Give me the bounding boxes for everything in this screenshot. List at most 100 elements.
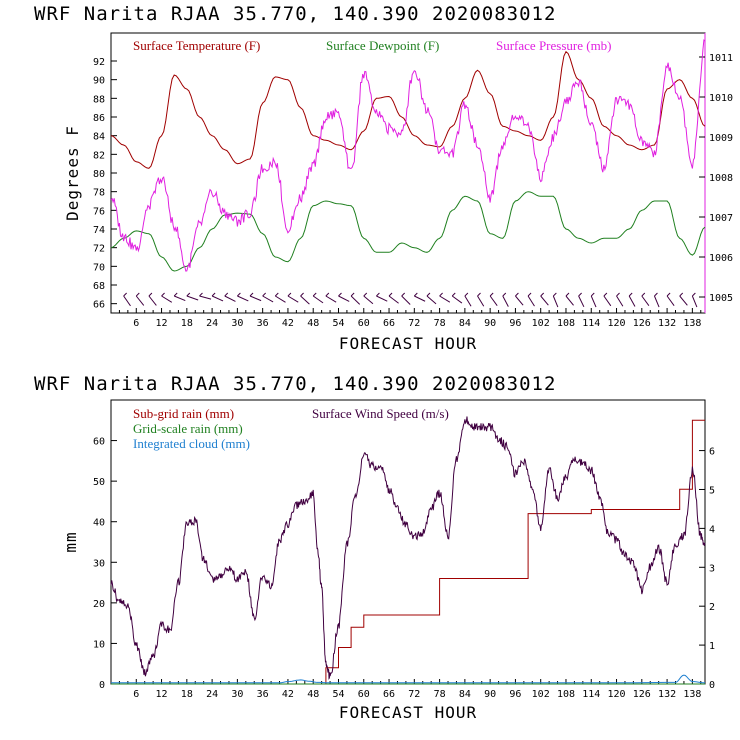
- wind-barb: [426, 295, 437, 305]
- top-series: [110, 39, 706, 272]
- wind-barb: [388, 295, 399, 304]
- series-line-surface-wind-speed-m-s: [110, 416, 706, 680]
- wind-barb: [123, 295, 131, 307]
- wind-barb-flag: [363, 292, 368, 297]
- wind-barb: [325, 295, 337, 303]
- y-tick-label: 70: [93, 262, 105, 273]
- x-tick-label: 90: [484, 689, 496, 700]
- x-tick-label: 42: [282, 318, 294, 329]
- wind-barb-flag: [325, 292, 330, 297]
- series-line-integrated-cloud-mm: [111, 674, 706, 684]
- x-tick-label: 132: [658, 689, 676, 700]
- wind-barb: [199, 295, 212, 300]
- wind-barb: [161, 295, 173, 303]
- y2-tick-label: 1008: [709, 173, 733, 184]
- y-tick-label: 20: [93, 599, 105, 610]
- wind-barb: [237, 295, 249, 302]
- wind-barb: [414, 295, 426, 302]
- x-tick-label: 102: [532, 318, 550, 329]
- y-tick-label: 80: [93, 169, 105, 180]
- top-ylabel: Degrees F: [63, 125, 82, 221]
- wind-barb-flag: [401, 292, 406, 297]
- legend-subgrid-rain: Sub-grid rain (mm): [133, 406, 234, 421]
- x-tick-label: 126: [633, 689, 651, 700]
- y-tick-label: 10: [93, 639, 105, 650]
- y-tick-label: 68: [93, 281, 105, 292]
- x-tick-label: 78: [434, 689, 446, 700]
- wind-barb: [691, 295, 698, 308]
- wind-barb: [451, 295, 463, 304]
- x-tick-label: 66: [383, 318, 395, 329]
- y-tick-label: 40: [93, 518, 105, 529]
- wind-barb-flag: [439, 292, 443, 297]
- x-tick-label: 120: [608, 689, 626, 700]
- wind-barb: [350, 295, 361, 305]
- wind-barb-flag: [211, 292, 216, 297]
- wind-barb-flag: [641, 292, 646, 297]
- wind-barb: [653, 295, 660, 308]
- wind-barb: [376, 295, 388, 302]
- wind-barb: [616, 295, 624, 307]
- bottom-y2-ticks: 0 1 2 3 4 5 6: [699, 447, 715, 691]
- x-tick-label: 66: [383, 689, 395, 700]
- wind-barb: [186, 295, 199, 301]
- wind-barb: [135, 295, 145, 306]
- wind-barb-flag: [173, 292, 178, 297]
- wind-barb-flag: [338, 292, 342, 297]
- x-tick-label: 30: [231, 318, 243, 329]
- wind-barb: [641, 295, 650, 306]
- wind-barb-flag: [274, 292, 279, 297]
- bottom-ylabel: mm: [61, 531, 80, 552]
- wind-barb: [262, 295, 274, 303]
- bottom-x-ticks: 6 12 18 24 30 36 42 48 54 60 66 72 78 84 90 96 102 108 114…: [118, 679, 701, 700]
- x-tick-label: 6: [133, 318, 139, 329]
- y-tick-label: 88: [93, 94, 105, 105]
- wind-barb-flag: [426, 292, 431, 297]
- wind-barb-flag: [540, 292, 545, 297]
- series-line-surface-dewpoint-f: [110, 191, 706, 272]
- wind-barb-flag: [616, 292, 620, 297]
- x-tick-label: 102: [532, 689, 550, 700]
- bottom-header: WRF Narita RJAA 35.770, 140.390 20200830…: [34, 373, 556, 395]
- wind-barb: [173, 295, 186, 302]
- x-tick-label: 42: [282, 689, 294, 700]
- x-tick-label: 12: [156, 689, 168, 700]
- y-tick-label: 72: [93, 244, 105, 255]
- legend-pressure: Surface Pressure (mb): [496, 38, 612, 53]
- wind-barb: [502, 295, 509, 307]
- wind-barb-flag: [590, 292, 595, 297]
- wind-barb-flag: [413, 292, 418, 297]
- y2-tick-label: 1007: [709, 213, 733, 224]
- y-tick-label: 30: [93, 558, 105, 569]
- x-tick-label: 18: [181, 318, 193, 329]
- wind-barb-flag: [603, 292, 608, 297]
- legend-temperature: Surface Temperature (F): [133, 38, 260, 53]
- wind-barb: [679, 295, 688, 306]
- x-tick-label: 132: [658, 318, 676, 329]
- wind-barb: [552, 295, 559, 308]
- y2-tick-label: 1005: [709, 293, 733, 304]
- x-tick-label: 78: [434, 318, 446, 329]
- wind-barb: [527, 295, 535, 307]
- wind-barb-flag: [135, 292, 140, 297]
- y-tick-label: 74: [93, 225, 105, 236]
- x-tick-label: 72: [408, 318, 420, 329]
- x-tick-label: 138: [683, 318, 701, 329]
- series-line-surface-pressure-mb: [110, 39, 706, 272]
- wind-barb-flag: [552, 292, 557, 297]
- wind-barb: [338, 295, 350, 302]
- x-tick-label: 84: [459, 689, 471, 700]
- bottom-panel: WRF Narita RJAA 35.770, 140.390 20200830…: [34, 373, 715, 722]
- wind-barb: [439, 295, 451, 303]
- y2-tick-label: 5: [709, 485, 715, 496]
- top-xlabel: FORECAST HOUR: [339, 334, 477, 353]
- wind-barb: [477, 295, 485, 307]
- wind-barb: [489, 295, 498, 307]
- x-tick-label: 84: [459, 318, 471, 329]
- wind-barb: [464, 295, 472, 307]
- x-tick-label: 120: [608, 318, 626, 329]
- top-y2-ticks: 1005 1006 1007 1008 1009 1010 1011: [699, 53, 733, 304]
- wind-barb: [249, 295, 262, 302]
- legend-gridscale-rain: Grid-scale rain (mm): [133, 421, 243, 436]
